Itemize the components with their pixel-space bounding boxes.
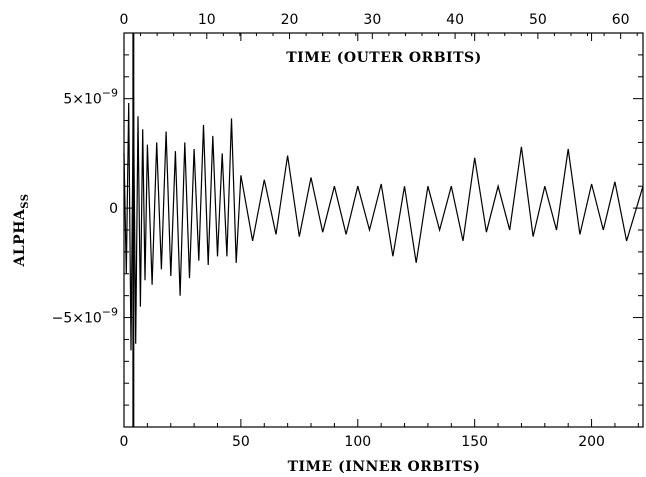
top-axis-ticks: 0 10 20 30 40 50 60 (120, 12, 638, 39)
y-tick-label: 5×10−9 (63, 87, 118, 108)
y-tick-exponent: −9 (102, 306, 118, 319)
y-tick-label: 0 (109, 201, 118, 217)
plot-frame (123, 32, 644, 428)
y-tick-label: −5×10−9 (52, 306, 118, 327)
x-axis-ticks: 0 50 100 150 200 (120, 33, 639, 450)
y-tick-mantissa: 0 (109, 201, 118, 217)
top-tick-label: 30 (363, 12, 381, 28)
top-tick-label: 0 (120, 12, 129, 28)
y-axis-title-main: ALPHA (12, 208, 28, 267)
top-axis-title: TIME (OUTER ORBITS) (286, 50, 482, 66)
y-tick-exponent: −9 (102, 87, 118, 100)
top-tick-label: 10 (198, 12, 216, 28)
top-tick-label: 20 (281, 12, 299, 28)
x-tick-label: 50 (232, 434, 250, 450)
x-tick-label: 200 (578, 434, 605, 450)
alpha-series-line (123, 94, 644, 351)
top-tick-label: 40 (446, 12, 464, 28)
x-tick-label: 100 (344, 434, 371, 450)
x-axis-title: TIME (INNER ORBITS) (288, 459, 481, 475)
x-tick-label: 0 (120, 434, 129, 450)
y-axis-ticks: −5×10−905×10−9 (52, 32, 643, 406)
top-tick-label: 50 (529, 12, 547, 28)
x-tick-label: 150 (461, 434, 488, 450)
y-axis-title: ALPHASS (12, 193, 31, 267)
y-tick-mantissa: −5×10 (52, 311, 102, 327)
y-axis-title-subscript: SS (20, 193, 31, 208)
y-tick-mantissa: 5×10 (63, 92, 101, 108)
top-tick-label: 60 (612, 12, 630, 28)
